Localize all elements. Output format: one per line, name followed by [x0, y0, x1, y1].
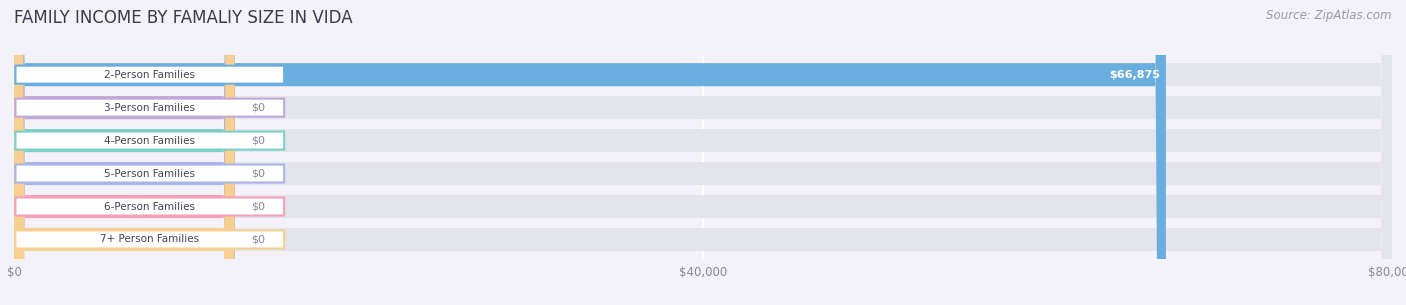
FancyBboxPatch shape [14, 0, 235, 305]
FancyBboxPatch shape [14, 0, 1392, 305]
Text: $0: $0 [252, 103, 266, 113]
Text: 2-Person Families: 2-Person Families [104, 70, 195, 80]
Text: FAMILY INCOME BY FAMALIY SIZE IN VIDA: FAMILY INCOME BY FAMALIY SIZE IN VIDA [14, 9, 353, 27]
Text: 7+ Person Families: 7+ Person Families [100, 235, 200, 245]
FancyBboxPatch shape [14, 0, 1166, 305]
FancyBboxPatch shape [14, 0, 235, 305]
FancyBboxPatch shape [14, 0, 1392, 305]
FancyBboxPatch shape [14, 0, 235, 305]
FancyBboxPatch shape [14, 0, 1392, 305]
Text: $0: $0 [252, 169, 266, 178]
FancyBboxPatch shape [14, 0, 235, 305]
FancyBboxPatch shape [15, 198, 284, 216]
FancyBboxPatch shape [15, 231, 284, 249]
Text: Source: ZipAtlas.com: Source: ZipAtlas.com [1267, 9, 1392, 22]
FancyBboxPatch shape [14, 0, 1392, 305]
Text: 3-Person Families: 3-Person Families [104, 103, 195, 113]
Text: 5-Person Families: 5-Person Families [104, 169, 195, 178]
FancyBboxPatch shape [14, 0, 1392, 305]
Text: $0: $0 [252, 202, 266, 211]
FancyBboxPatch shape [15, 165, 284, 183]
Text: 6-Person Families: 6-Person Families [104, 202, 195, 211]
Text: 4-Person Families: 4-Person Families [104, 136, 195, 145]
FancyBboxPatch shape [15, 131, 284, 149]
Text: $0: $0 [252, 235, 266, 245]
FancyBboxPatch shape [14, 0, 235, 305]
FancyBboxPatch shape [14, 0, 1392, 305]
FancyBboxPatch shape [15, 99, 284, 117]
Text: $0: $0 [252, 136, 266, 145]
FancyBboxPatch shape [15, 66, 284, 84]
Text: $66,875: $66,875 [1109, 70, 1160, 80]
